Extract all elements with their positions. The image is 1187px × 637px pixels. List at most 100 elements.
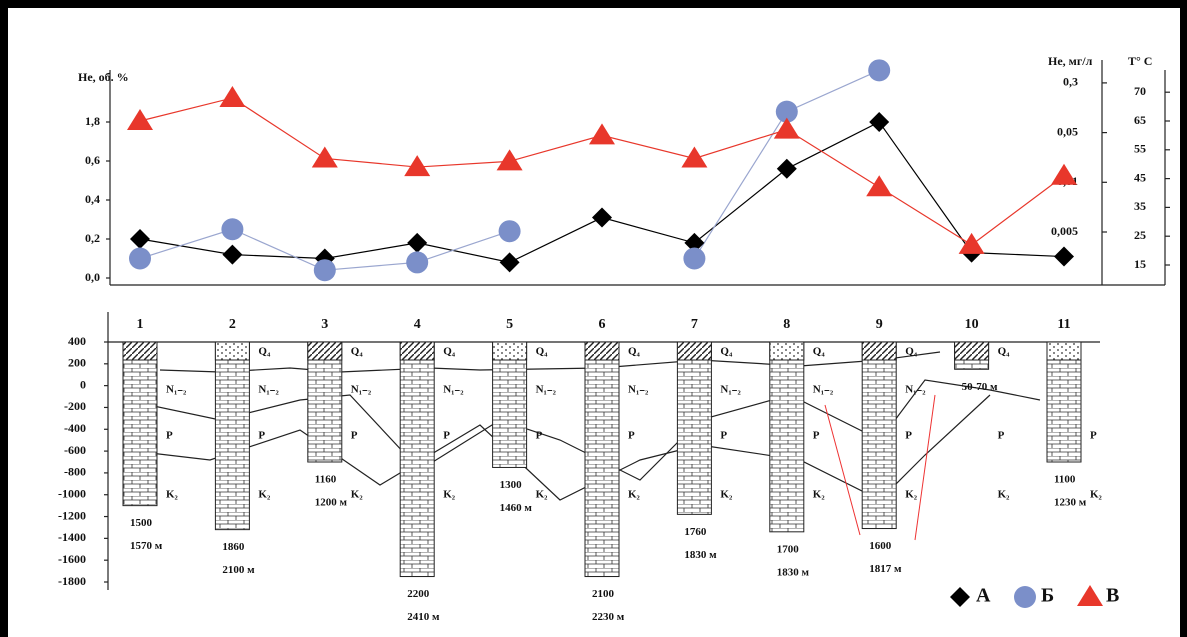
depth-tick-label: -1800 [58,574,86,588]
legend-label: В [1106,585,1119,607]
well-depth-label: 2100 [592,588,615,600]
well-depth-label: 2100 м [222,564,255,576]
y2-tick-label: 55 [1134,142,1146,156]
red-fault [914,394,936,541]
stratum-label: N₁₋₂ [628,384,649,396]
stratum-label: N₁₋₂ [443,384,464,396]
point [127,109,153,130]
point [311,146,338,168]
stratum-label: Q₄ [258,346,271,358]
well-depth-label: 2410 м [407,611,440,623]
stratum-label: P [166,430,173,442]
well-column [676,341,712,515]
stratum-label: K₂ [720,489,733,501]
y2-tick-label: 25 [1134,228,1146,242]
well-depth-label: 1460 м [500,502,533,514]
depth-tick-label: 200 [68,356,86,370]
point [869,112,890,132]
hatch-band [861,341,897,361]
stratum-label: P [905,430,912,442]
well-column [769,341,805,533]
y-tick-label: 1,8 [85,114,100,128]
y-tick-label: 0,4 [85,192,100,206]
stratum-label: P [813,430,820,442]
well-depth-label: 1100 [1054,474,1076,486]
stratum-label: K₂ [166,489,179,501]
well-number: 11 [1057,317,1070,332]
point [589,123,615,145]
well-number: 1 [137,317,144,332]
legend-label: Б [1041,585,1054,607]
hatch-band [769,341,805,361]
hatch-band [1046,341,1082,361]
well-depth-label: 1830 м [684,549,717,561]
stratum-label: P [443,430,450,442]
well-column [214,341,250,531]
well-depth-label: 2230 м [592,611,625,623]
well-depth-label: 1700 [777,543,800,555]
point [776,158,797,179]
point [219,85,246,107]
point [129,247,151,270]
point [773,117,800,139]
stratum-label: Q₄ [720,346,733,358]
well-number: 6 [599,317,606,332]
stratum-label: P [998,430,1005,442]
well-depth-label: 1300 [500,479,522,491]
point [499,252,520,273]
well-number: 9 [876,317,883,332]
legend-marker [1077,585,1103,606]
stratum-label: N₁₋₂ [720,384,741,396]
stratum-label: K₂ [1090,489,1103,501]
y2-tick-label: 45 [1134,170,1146,184]
y3-tick-label: 0,3 [1063,75,1078,89]
stratum-label: K₂ [998,489,1011,501]
stratum-label: Q₄ [905,346,918,358]
boundary-line [159,351,941,373]
point [404,155,431,177]
well-number: 5 [506,317,513,332]
stratum-label: K₂ [536,489,549,501]
well-number: 4 [414,317,421,332]
y-tick-label: 0,6 [85,153,100,167]
well-depth-label: 2200 [407,588,430,600]
red-fault [824,404,861,536]
well-number: 2 [229,317,236,332]
point [407,232,428,253]
well-column [307,341,343,463]
point [313,259,336,282]
well-number: 8 [783,317,790,332]
hatch-band [954,341,990,361]
y3-axis-label: He, мг/л [1048,54,1093,68]
stratum-label: Q₄ [536,346,549,358]
well-number: 7 [691,317,698,332]
stratum-label: N₁₋₂ [258,384,279,396]
hatch-band [399,341,435,361]
hatch-band [492,341,528,361]
stratum-label: N₁₋₂ [536,384,557,396]
point [958,232,985,254]
depth-tick-label: -1400 [58,530,86,544]
point [130,229,150,249]
y2-tick-label: 65 [1134,113,1146,127]
well-depth-label: 1830 м [777,566,810,578]
stratum-label: K₂ [905,489,918,501]
stratum-label: Q₄ [813,346,826,358]
stratum-label: K₂ [813,489,826,501]
depth-tick-label: 400 [68,334,86,348]
stratum-label: Q₄ [443,346,456,358]
well-depth-label: 1160 [315,474,337,486]
depth-tick-label: -800 [64,465,86,479]
stratum-label: Q₄ [998,346,1011,358]
point [498,220,521,243]
hatch-band [307,341,343,361]
well-depth-label: 1760 [684,526,707,538]
point [681,146,708,168]
hatch-band [122,341,158,361]
well-depth-label: 1600 [869,540,892,552]
stratum-label: K₂ [351,489,364,501]
depth-tick-label: -400 [64,421,86,435]
legend-marker [1014,586,1036,608]
